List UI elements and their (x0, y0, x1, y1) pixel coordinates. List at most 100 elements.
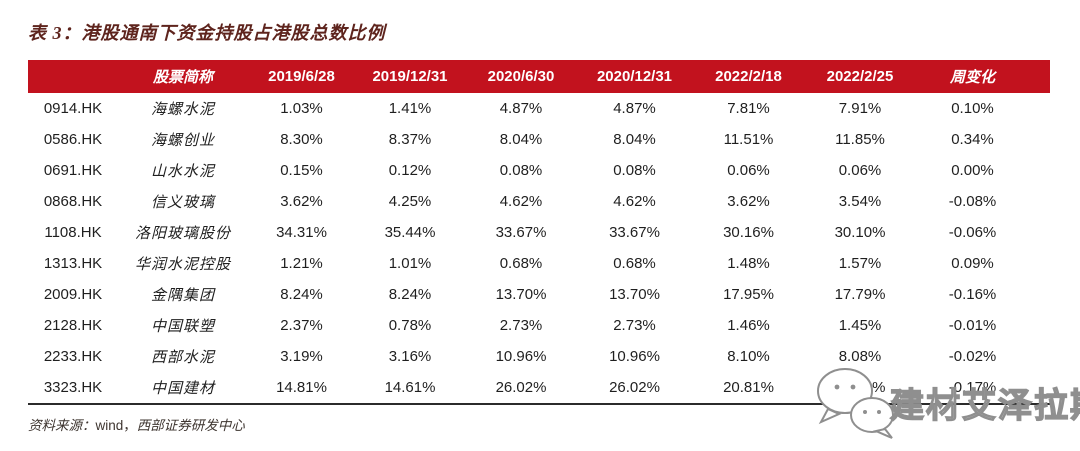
header-stock-name: 股票简称 (152, 70, 213, 86)
value-cell: 0.08% (613, 162, 656, 179)
value-cell: 33.67% (495, 224, 547, 241)
value-cell: 3.19% (280, 348, 323, 365)
value-cell: 0.06% (838, 162, 882, 179)
value-cell: 3.16% (388, 348, 432, 365)
week-change-cell: 0.34% (951, 131, 994, 148)
value-cell: 4.87% (613, 100, 656, 117)
value-cell: 17.79% (834, 286, 886, 303)
value-cell: 1.45% (838, 317, 882, 334)
week-change-cell: -0.08% (948, 193, 997, 210)
value-cell: 1.41% (388, 100, 432, 117)
value-cell: 10.96% (495, 348, 547, 365)
stock-code-cell: 2128.HK (43, 317, 103, 334)
value-cell: 7.81% (727, 100, 770, 117)
stock-name-cell: 山水水泥 (150, 164, 215, 180)
value-cell: 33.67% (609, 224, 660, 241)
value-cell: 0.12% (388, 162, 432, 179)
header-date-5: 2022/2/18 (715, 68, 782, 85)
table-header-row: 股票简称 2019/6/28 2019/12/31 2020/6/30 2020… (28, 60, 1050, 93)
value-cell: 8.24% (388, 286, 432, 303)
stock-name-cell: 西部水泥 (150, 350, 215, 366)
source-note: 资料来源：wind，西部证券研发中心 (28, 414, 1080, 434)
stock-code-cell: 1108.HK (44, 224, 102, 241)
value-cell: 8.37% (388, 131, 432, 148)
value-cell: 8.04% (499, 131, 543, 148)
header-date-1: 2019/6/28 (268, 68, 335, 85)
stock-code-cell: 0586.HK (43, 131, 103, 148)
value-cell: 26.02% (609, 379, 660, 396)
source-label: 资料来源： (28, 418, 96, 433)
table-row: 0586.HK 海螺创业 8.30% 8.37% 8.04% 8.04% 11.… (28, 124, 1050, 155)
table-row: 2128.HK 中国联塑 2.37% 0.78% 2.73% 2.73% 1.4… (28, 310, 1050, 341)
value-cell: 34.31% (276, 224, 327, 241)
table-row: 2233.HK 西部水泥 3.19% 3.16% 10.96% 10.96% 8… (28, 341, 1050, 372)
value-cell: 3.62% (280, 193, 323, 210)
value-cell: 10.96% (609, 348, 660, 365)
value-cell: 20.64% (834, 379, 886, 396)
value-cell: 1.03% (280, 100, 323, 117)
value-cell: 26.02% (495, 379, 547, 396)
table-row: 2009.HK 金隅集团 8.24% 8.24% 13.70% 13.70% 1… (28, 279, 1050, 310)
value-cell: 20.81% (723, 379, 774, 396)
value-cell: 0.08% (499, 162, 543, 179)
value-cell: 8.08% (838, 348, 882, 365)
value-cell: 14.81% (276, 379, 327, 396)
stock-code-cell: 3323.HK (43, 379, 103, 396)
table-row: 1313.HK 华润水泥控股 1.21% 1.01% 0.68% 0.68% 1… (28, 248, 1050, 279)
table-title: 表 3：港股通南下资金持股占港股总数比例 (28, 23, 386, 43)
value-cell: 4.62% (499, 193, 543, 210)
value-cell: 2.73% (499, 317, 543, 334)
value-cell: 14.61% (384, 379, 436, 396)
stock-name-cell: 海螺创业 (150, 133, 215, 149)
value-cell: 4.62% (613, 193, 656, 210)
stock-name-cell: 信义玻璃 (150, 195, 215, 211)
value-cell: 7.91% (838, 100, 882, 117)
value-cell: 35.44% (384, 224, 436, 241)
holdings-table: 股票简称 2019/6/28 2019/12/31 2020/6/30 2020… (28, 60, 1050, 405)
value-cell: 17.95% (723, 286, 774, 303)
table-row: 1108.HK 洛阳玻璃股份 34.31% 35.44% 33.67% 33.6… (28, 217, 1050, 248)
source-provider: wind， (95, 418, 137, 433)
value-cell: 1.01% (388, 255, 432, 272)
value-cell: 30.16% (723, 224, 774, 241)
stock-name-cell: 中国联塑 (150, 319, 215, 335)
value-cell: 0.06% (727, 162, 770, 179)
value-cell: 3.62% (727, 193, 770, 210)
stock-code-cell: 2009.HK (43, 286, 103, 303)
table-row: 0868.HK 信义玻璃 3.62% 4.25% 4.62% 4.62% 3.6… (28, 186, 1050, 217)
value-cell: 11.85% (835, 131, 885, 148)
value-cell: 2.37% (280, 317, 323, 334)
value-cell: 11.51% (723, 131, 774, 148)
week-change-cell: 0.10% (951, 100, 994, 117)
value-cell: 0.68% (613, 255, 656, 272)
table-row: 0691.HK 山水水泥 0.15% 0.12% 0.08% 0.08% 0.0… (28, 155, 1050, 186)
stock-code-cell: 0868.HK (43, 193, 103, 210)
table-row: 0914.HK 海螺水泥 1.03% 1.41% 4.87% 4.87% 7.8… (28, 93, 1050, 124)
source-agency: 西部证券研发中心 (136, 418, 245, 433)
stock-name-cell: 中国建材 (150, 381, 215, 397)
value-cell: 1.57% (838, 255, 882, 272)
value-cell: 13.70% (495, 286, 547, 303)
header-code (28, 60, 118, 93)
stock-name-cell: 华润水泥控股 (134, 257, 231, 273)
header-week-change: 周变化 (949, 70, 995, 86)
stock-code-cell: 0914.HK (43, 100, 103, 117)
value-cell: 1.21% (280, 255, 323, 272)
stock-code-cell: 2233.HK (43, 348, 103, 365)
header-date-6: 2022/2/25 (826, 68, 894, 85)
value-cell: 8.30% (280, 131, 323, 148)
week-change-cell: -0.06% (948, 224, 997, 241)
value-cell: 4.87% (499, 100, 543, 117)
value-cell: 0.15% (280, 162, 323, 179)
value-cell: 8.24% (280, 286, 323, 303)
week-change-cell: -0.17% (948, 379, 997, 396)
week-change-cell: -0.01% (948, 317, 997, 334)
week-change-cell: -0.16% (948, 286, 997, 303)
header-date-2: 2019/12/31 (372, 68, 448, 85)
stock-code-cell: 1313.HK (43, 255, 103, 272)
header-date-4: 2020/12/31 (596, 68, 673, 85)
week-change-cell: 0.09% (951, 255, 994, 272)
value-cell: 0.78% (388, 317, 432, 334)
table-row: 3323.HK 中国建材 14.81% 14.61% 26.02% 26.02%… (28, 372, 1050, 404)
value-cell: 3.54% (838, 193, 882, 210)
